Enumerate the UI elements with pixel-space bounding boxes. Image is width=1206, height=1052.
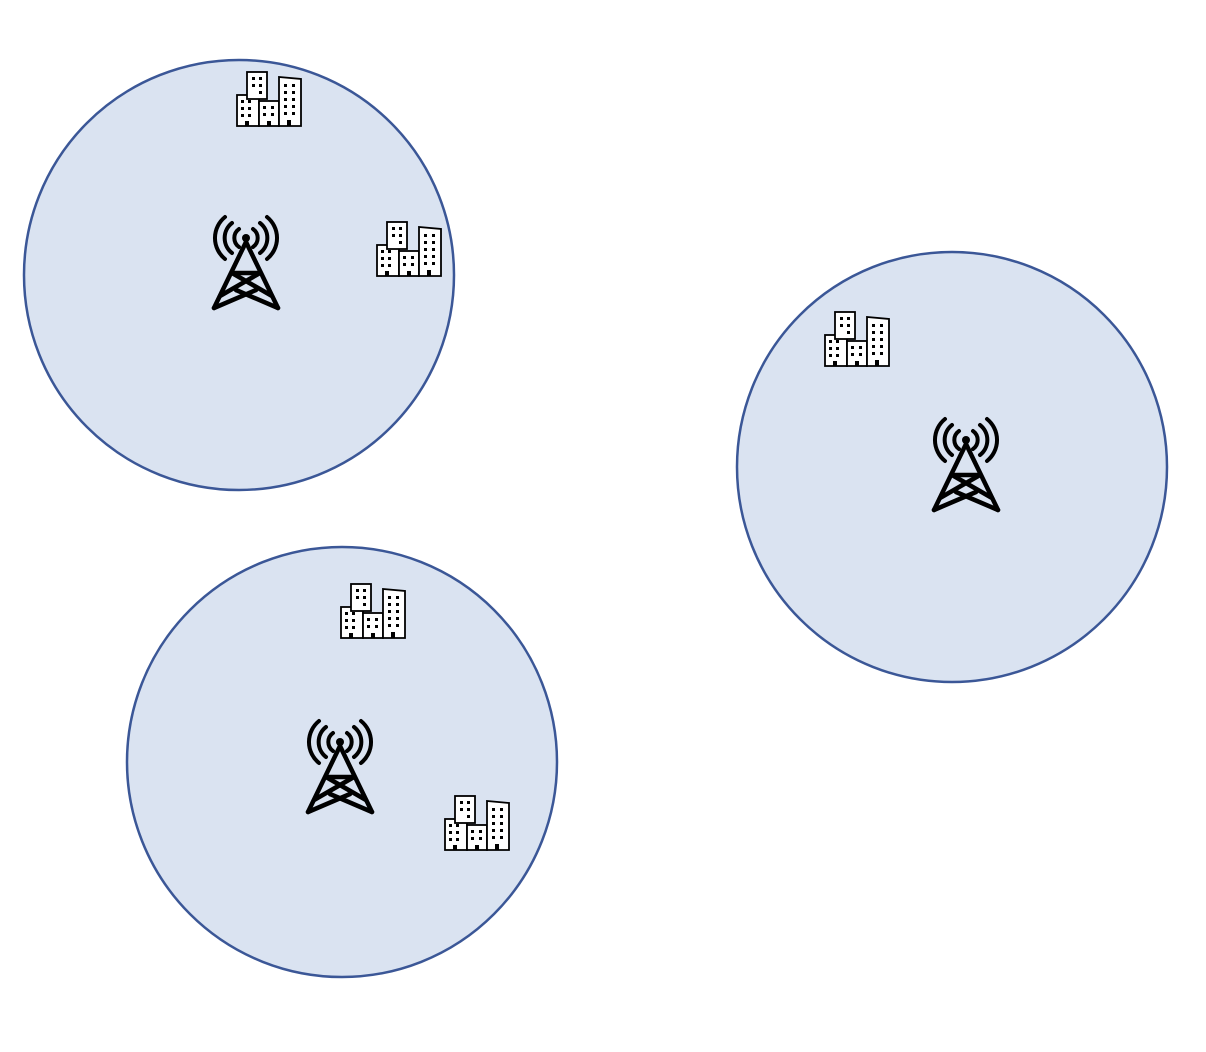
cell-1 — [22, 58, 456, 492]
coverage-area-circle — [125, 545, 559, 979]
coverage-area-circle — [735, 250, 1169, 684]
cell-2 — [735, 250, 1169, 684]
cell-3 — [125, 545, 559, 979]
